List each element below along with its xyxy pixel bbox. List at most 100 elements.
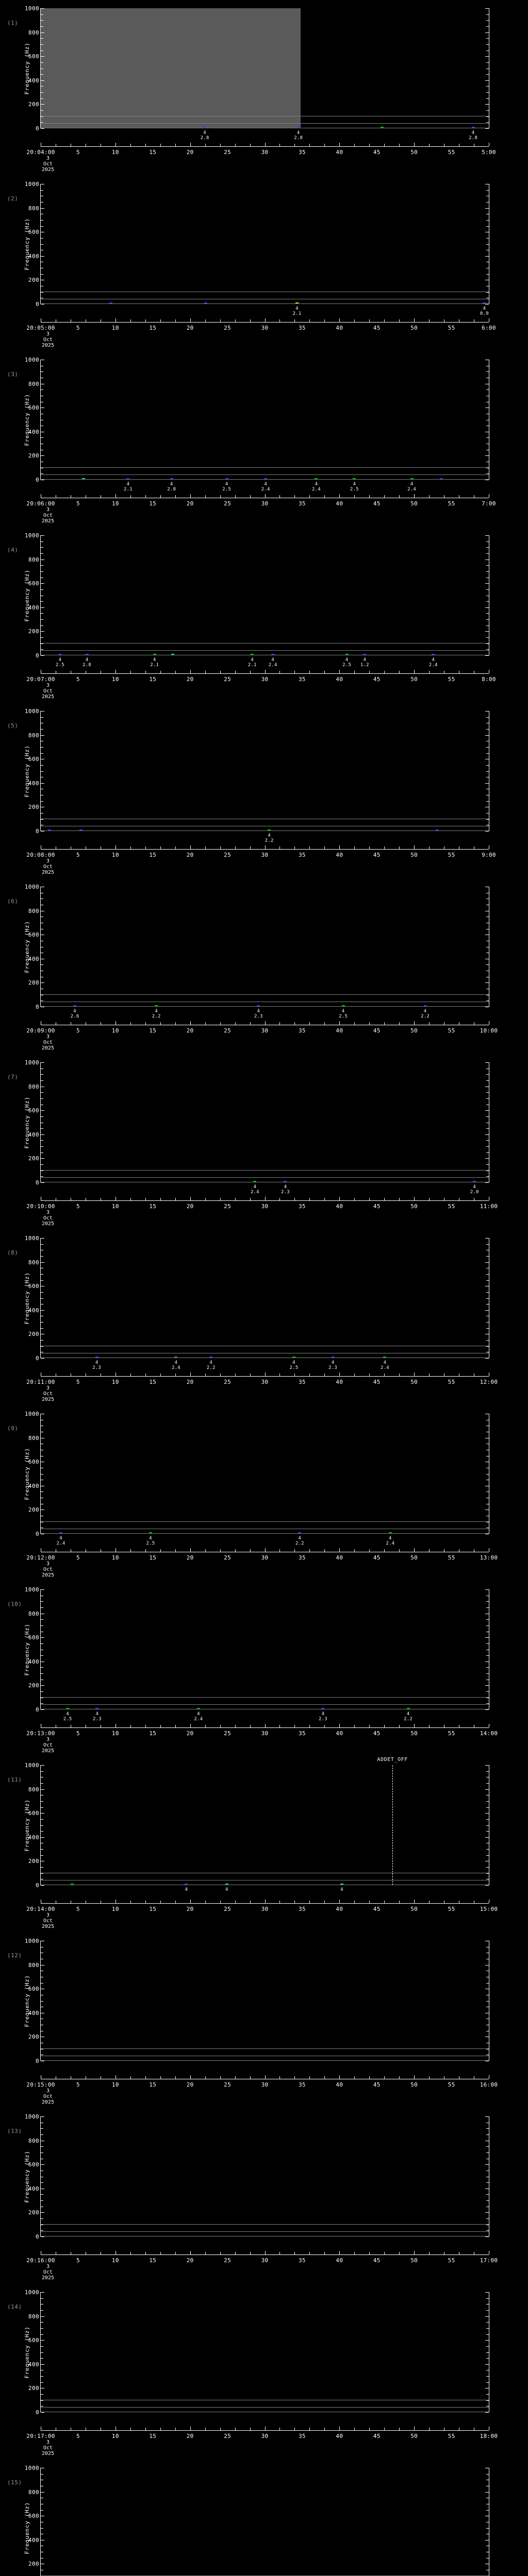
detection-pick-label: 4 2.4 [192,1711,205,1722]
axis-date-line-1: 3 [46,1210,50,1215]
time-axis-tick-label: 25 [224,676,232,683]
y-tick-label: 800 [28,1083,39,1090]
axis-date-line-2: Oct [43,864,53,870]
y-tick-label: 600 [28,931,39,939]
time-axis-tick [265,1021,266,1025]
y-axis-tick [486,1643,489,1644]
pick-value: 2.4 [261,487,270,492]
time-axis-tick [175,1198,176,1200]
y-axis-tick [41,256,44,257]
time-axis-tick [190,670,191,673]
y-axis-title: Frequency (Hz) [24,1799,31,1852]
y-axis-tick [485,783,489,784]
y-tick-label: 600 [28,580,39,587]
y-tick-label: 600 [28,756,39,763]
time-axis-tick-label: 55 [448,500,455,507]
pick-value: 2.3 [93,1717,102,1722]
y-axis-tick [485,1709,489,1710]
y-axis-title: Frequency (Hz) [24,217,31,270]
time-axis-start-label: 20:12:00 [26,1554,55,1561]
pick-magnitude: 4 [264,482,268,487]
detection-pick-label: 4 2.3 [90,1360,104,1370]
y-tick-label: 0 [35,477,39,483]
spectrogram-panel: (10) Frequency (Hz) 0 200 400 600 800 1000 4 2.5 4… [0,1585,528,1761]
time-axis-tick [265,1900,266,1903]
y-axis-tick [486,1673,489,1674]
axis-date-stack: 3 Oct 2025 [42,1561,54,1578]
time-axis-tick [324,2252,325,2255]
y-axis-spine-left [40,887,44,1007]
time-axis-tick-label: 15 [149,500,157,507]
y-axis-tick [41,1789,44,1790]
time-axis-tick [414,1724,415,1727]
time-axis-tick [399,846,400,849]
frequency-gridline [41,1006,489,1007]
plot-background [41,535,489,655]
time-axis-tick [175,1725,176,1727]
pick-value: 1.2 [360,663,369,668]
y-axis-tick [486,637,489,638]
time-axis-tick [399,1198,400,1200]
y-tick-label: 200 [28,979,39,987]
time-axis-tick-label: 45 [373,325,381,331]
y-axis-tick [486,1176,489,1177]
time-axis-tick [414,1021,415,1025]
y-axis-title: Frequency (Hz) [24,569,31,622]
y-axis-tick [485,2364,489,2365]
y-axis-tick [41,1607,43,1608]
y-tick-label: 400 [28,2361,39,2368]
y-tick-label: 1000 [24,2113,39,2120]
axis-date-stack: 3 Oct 2025 [42,1385,54,1402]
y-axis-tick [486,2146,489,2147]
time-axis-tick-label: 35 [298,1027,306,1034]
pick-magnitude: 4 [389,1536,392,1541]
detection-pick-marker [170,478,173,479]
detection-pick-label: 4 [220,1887,234,1892]
time-axis-tick [384,1549,385,1552]
y-axis-tick [41,1867,43,1868]
frequency-gridline [41,1170,489,1171]
y-axis-tick [486,1098,489,1099]
pick-magnitude: 4 [85,657,89,663]
detection-pick-marker [432,654,435,655]
time-axis-tick [235,1725,236,1727]
y-axis-tick [41,1801,43,1802]
detection-pick-marker [296,127,300,128]
time-axis [41,1197,489,1201]
time-axis-tick-label: 15 [149,2257,157,2264]
pick-magnitude: 4 [341,1009,345,1014]
time-axis-tick [160,1549,161,1552]
time-axis-tick [294,319,295,322]
time-axis-end-label: 8:00 [482,676,496,683]
detection-pick-marker [471,127,475,128]
y-tick-label: 200 [28,2561,39,2568]
y-axis-tick [41,1092,43,1093]
y-axis-tick [41,2358,43,2359]
time-axis-tick [384,2076,385,2079]
plot-background [41,887,489,1007]
detection-pick-label: 4 2.4 [426,657,440,668]
time-axis-tick [399,319,400,322]
axis-date-line-3: 2025 [41,2099,55,2105]
time-axis-tick [354,1022,355,1025]
time-axis-tick-label: 10 [111,1554,119,1561]
time-axis-tick [265,2075,266,2079]
y-axis-tick [486,1164,489,1165]
time-axis-tick-label: 50 [410,149,418,156]
y-axis-tick [41,1280,43,1281]
y-axis-tick [41,110,43,111]
y-axis-tick [41,92,43,93]
y-axis-tick [41,1855,43,1856]
y-axis: Frequency (Hz) 0 200 400 600 800 1000 [0,1762,39,1888]
time-axis-tick-label: 35 [298,325,306,331]
time-axis-tick-label: 5 [76,676,80,683]
y-axis-tick [41,1837,44,1838]
pick-magnitude: 4 [126,482,130,487]
frequency-gridline [41,467,489,468]
time-axis-tick-label: 35 [298,1379,306,1385]
y-axis-tick [41,238,43,239]
y-axis-tick [41,1825,43,1826]
y-axis-tick [41,1819,43,1820]
time-axis-tick [145,671,146,673]
y-axis-tick [41,747,43,748]
